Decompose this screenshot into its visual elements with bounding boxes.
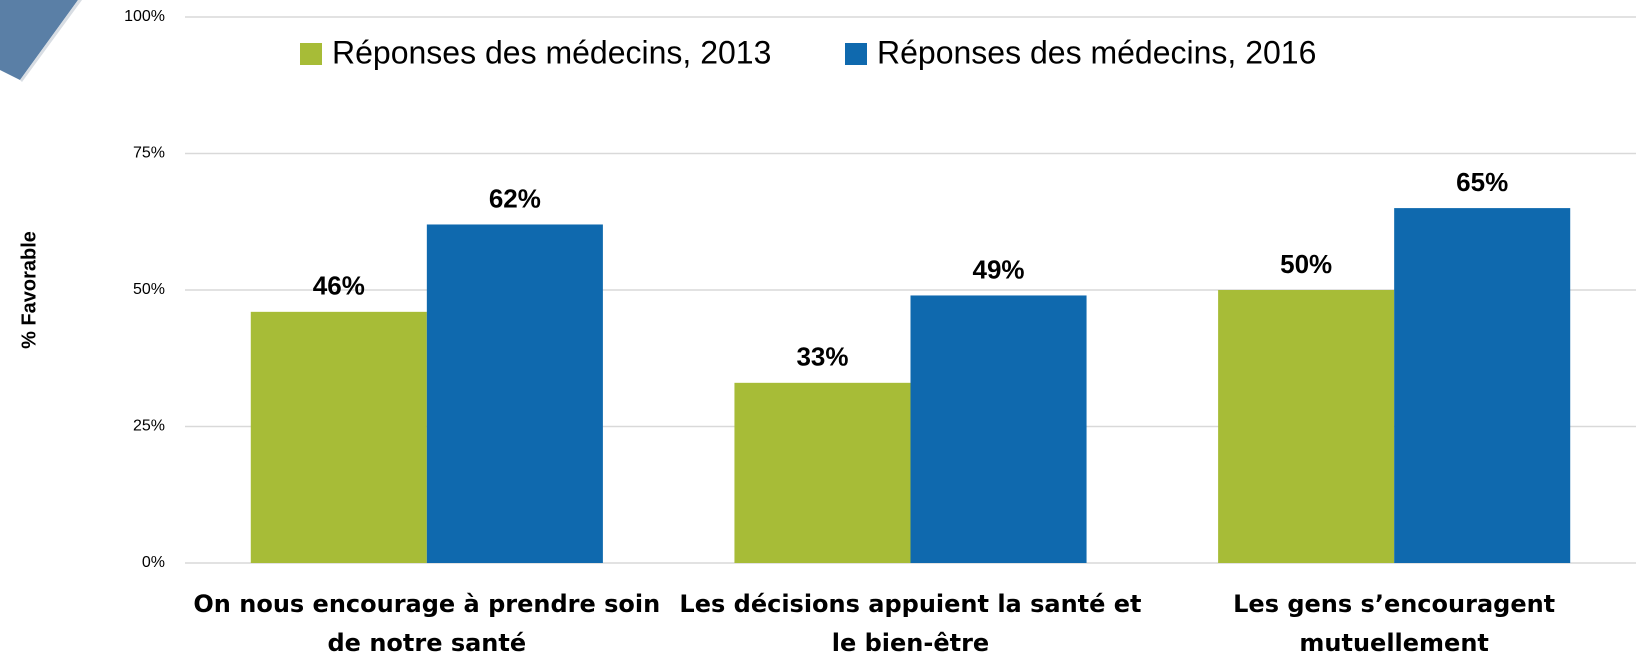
bar — [1394, 208, 1571, 563]
x-tick-label: On nous encourage à prendre soin de notr… — [193, 590, 661, 657]
bar — [426, 224, 603, 564]
y-tick-label: 75% — [133, 145, 165, 162]
value-label: 49% — [973, 254, 1025, 284]
legend-label: Réponses des médecins, 2016 — [877, 34, 1316, 70]
x-tick-label-box: Les gens s’encouragent mutuellement — [1233, 590, 1556, 657]
legend-label: Réponses des médecins, 2013 — [332, 34, 771, 70]
corner-image — [0, 0, 78, 80]
value-label: 33% — [796, 342, 848, 372]
x-tick-label: Les gens s’encouragent mutuellement — [1233, 590, 1556, 657]
y-axis-title: % Favorable — [18, 231, 40, 349]
bar — [910, 295, 1087, 563]
legend-swatch — [300, 43, 322, 65]
x-tick-label-box: Les décisions appuient la santé et le bi… — [679, 590, 1142, 657]
legend-swatch — [845, 43, 867, 65]
y-tick-label: 0% — [142, 554, 165, 571]
bar — [250, 311, 427, 563]
x-tick-label: Les décisions appuient la santé et le bi… — [679, 590, 1142, 657]
value-label: 62% — [489, 183, 541, 213]
value-label: 65% — [1456, 167, 1508, 197]
y-tick-label: 100% — [124, 8, 165, 25]
value-label: 46% — [313, 271, 365, 301]
value-label: 50% — [1280, 249, 1332, 279]
y-tick-label: 25% — [133, 418, 165, 435]
bar — [1218, 290, 1395, 563]
corner-edge — [20, 0, 82, 82]
bar — [734, 382, 911, 563]
y-tick-label: 50% — [133, 281, 165, 298]
x-tick-label-box: On nous encourage à prendre soin de notr… — [193, 590, 661, 657]
